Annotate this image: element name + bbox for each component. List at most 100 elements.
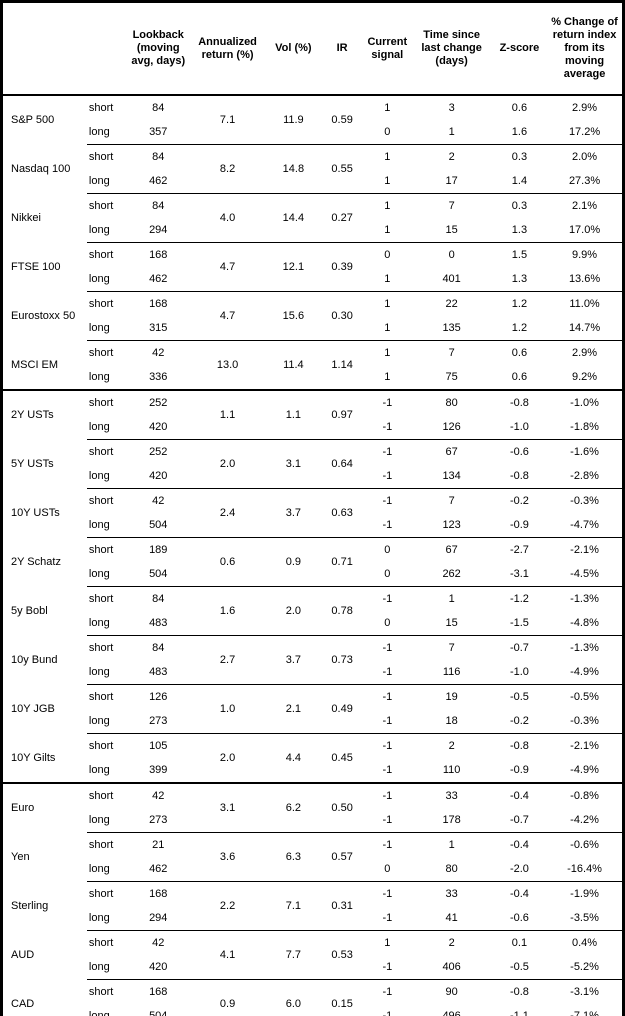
pct-change-value: -2.8% bbox=[547, 464, 624, 489]
lookback-value: 420 bbox=[127, 464, 190, 489]
z-score-value: 1.2 bbox=[491, 316, 548, 341]
annualized-return-value: 7.1 bbox=[189, 95, 266, 145]
time-since-value: 496 bbox=[442, 1010, 461, 1016]
z-score-value: -0.6 bbox=[509, 446, 529, 458]
asset-name: 10Y USTs bbox=[11, 507, 60, 519]
annualized-return-value: 0.6 bbox=[189, 537, 266, 587]
lookback-value: 483 bbox=[127, 660, 190, 685]
pct-change-value: -1.9% bbox=[570, 888, 599, 900]
z-score-value: -1.2 bbox=[509, 593, 529, 605]
z-score-value: -0.4 bbox=[509, 839, 529, 851]
asset-row-short: FTSE 100 short 168 4.7 12.1 0.39 0 0 1.5 9.9% bbox=[2, 242, 624, 292]
asset-row-long: long 504 0 262 -3.1 -4.5% bbox=[2, 562, 624, 587]
pct-change-value: -1.3% bbox=[570, 642, 599, 654]
asset-row-short: Euro short 42 3.1 6.2 0.50 -1 33 -0.4 -0.8% bbox=[2, 783, 624, 833]
asset-row-long: long 483 0 15 -1.5 -4.8% bbox=[2, 611, 624, 636]
lookback-value: 420 bbox=[127, 415, 190, 440]
col-header-asset bbox=[1, 1, 87, 96]
signal-value: 0 bbox=[363, 857, 412, 882]
asset-row-short: 10Y Gilts short 105 2.0 4.4 0.45 -1 2 -0.8 -2.1% bbox=[1, 733, 624, 784]
lookback-value: 462 bbox=[127, 169, 190, 194]
z-score-value: -2.7 bbox=[509, 544, 529, 556]
z-score-value: -2.0 bbox=[491, 857, 548, 882]
z-score-value: 0.3 bbox=[511, 151, 528, 163]
time-since-value: 80 bbox=[445, 397, 458, 409]
time-since-value: 2 bbox=[448, 937, 455, 949]
asset-row-long: long 462 1 401 1.3 13.6% bbox=[2, 267, 624, 292]
ir-value: 0.63 bbox=[321, 488, 364, 538]
time-since-value: 15 bbox=[411, 218, 492, 243]
time-since-value: 7 bbox=[448, 347, 455, 359]
signal-value: -1 bbox=[363, 660, 412, 685]
annualized-return-value: 3.6 bbox=[189, 832, 266, 882]
lookback-value: 357 bbox=[127, 120, 190, 145]
annualized-return-value: 0.9 bbox=[219, 998, 236, 1010]
lookback-value: 84 bbox=[152, 102, 165, 114]
leg-label: long bbox=[86, 808, 128, 833]
asset-row-long: long 273 -1 18 -0.2 -0.3% bbox=[2, 709, 624, 734]
leg-label: short bbox=[88, 691, 114, 703]
asset-name: CAD bbox=[11, 997, 35, 1010]
annualized-return-value: 2.4 bbox=[189, 488, 266, 538]
z-score-value: -0.9 bbox=[491, 513, 548, 538]
signal-value: -1 bbox=[382, 691, 393, 703]
pct-change-value: -4.9% bbox=[547, 660, 624, 685]
z-score-value: -0.8 bbox=[509, 986, 529, 998]
vol-value: 14.8 bbox=[265, 144, 322, 194]
ir-value: 1.14 bbox=[321, 340, 364, 391]
asset-row-long: long 294 -1 41 -0.6 -3.5% bbox=[2, 906, 624, 931]
time-since-value: 75 bbox=[411, 365, 492, 391]
signal-value: 1 bbox=[363, 169, 412, 194]
signal-value: 0 bbox=[384, 544, 391, 556]
z-score-value: -1.1 bbox=[509, 1010, 529, 1016]
pct-change-value: 9.2% bbox=[547, 365, 624, 391]
pct-change-value: 27.3% bbox=[547, 169, 624, 194]
col-header-annualized-return: Annualized return (%) bbox=[189, 1, 266, 96]
ir-value: 0.49 bbox=[321, 684, 364, 734]
asset-name: AUD bbox=[11, 949, 35, 961]
leg-label: short bbox=[88, 937, 114, 949]
leg-label: long bbox=[88, 1010, 110, 1016]
leg-label: short bbox=[88, 200, 114, 212]
time-since-value: 123 bbox=[411, 513, 492, 538]
leg-label: short bbox=[88, 986, 114, 998]
z-score-value: 0.3 bbox=[511, 200, 528, 212]
pct-change-value: -5.2% bbox=[547, 955, 624, 980]
leg-label: long bbox=[86, 415, 128, 440]
annualized-return-value: 1.0 bbox=[189, 684, 266, 734]
signal-value: 1 bbox=[384, 937, 391, 949]
asset-name: S&P 500 bbox=[11, 114, 55, 127]
lookback-value: 504 bbox=[127, 513, 190, 538]
z-score-value: 1.2 bbox=[511, 298, 528, 310]
leg-label: short bbox=[88, 298, 114, 310]
pct-change-value: 17.2% bbox=[547, 120, 624, 145]
leg-label: short bbox=[88, 839, 114, 851]
signal-value: -1 bbox=[382, 593, 393, 605]
leg-label: short bbox=[88, 102, 114, 114]
leg-label: long bbox=[86, 660, 128, 685]
leg-label: short bbox=[88, 151, 114, 163]
time-since-value: 1 bbox=[448, 593, 455, 605]
leg-label: long bbox=[86, 906, 128, 931]
asset-row-short: 10Y JGB short 126 1.0 2.1 0.49 -1 19 -0.5 -0.5% bbox=[2, 684, 624, 734]
signal-value: -1 bbox=[382, 839, 393, 851]
pct-change-value: -1.0% bbox=[570, 397, 599, 409]
leg-label: long bbox=[86, 316, 128, 341]
col-header-time-since: Time since last change (days) bbox=[411, 1, 492, 96]
asset-row-short: 2Y Schatz short 189 0.6 0.9 0.71 0 67 -2.7 -2.1% bbox=[2, 537, 624, 587]
annualized-return-value: 4.7 bbox=[189, 242, 266, 292]
lookback-value: 294 bbox=[127, 906, 190, 931]
signal-value: -1 bbox=[363, 709, 412, 734]
leg-label: long bbox=[86, 464, 128, 489]
z-score-value: -0.7 bbox=[491, 808, 548, 833]
lookback-value: 315 bbox=[127, 316, 190, 341]
signal-value: 0 bbox=[363, 611, 412, 636]
asset-row-short: Nikkei short 84 4.0 14.4 0.27 1 7 0.3 2.1% bbox=[2, 193, 624, 243]
z-score-value: -1.0 bbox=[491, 660, 548, 685]
asset-name: 5Y USTs bbox=[11, 458, 54, 470]
asset-row-long: long 483 -1 116 -1.0 -4.9% bbox=[2, 660, 624, 685]
vol-value: 7.7 bbox=[265, 930, 322, 980]
asset-row-short: 10y Bund short 84 2.7 3.7 0.73 -1 7 -0.7 -1.3% bbox=[2, 635, 624, 685]
z-score-value: -0.4 bbox=[509, 888, 529, 900]
annualized-return-value: 4.7 bbox=[189, 291, 266, 341]
